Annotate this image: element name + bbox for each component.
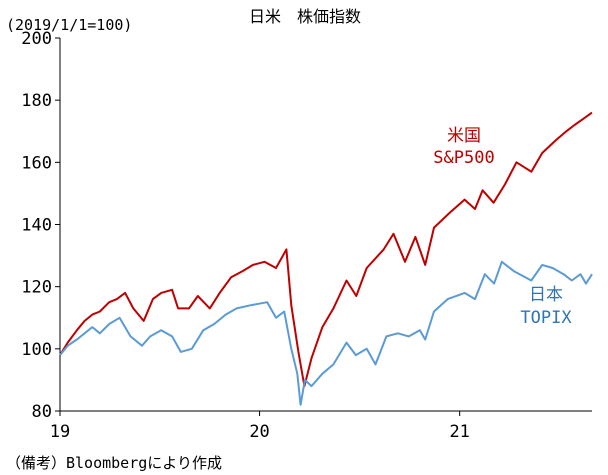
series-label-jp-line2: TOPIX [520, 308, 572, 328]
y-axis: 80 100 120 140 160 180 200 [21, 29, 61, 422]
x-tick-label: 21 [449, 422, 469, 442]
series-line-topix [59, 260, 593, 406]
source-note: （備考）Bloombergにより作成 [6, 454, 222, 472]
x-tick-label: 19 [50, 422, 70, 442]
series-lines [59, 111, 593, 406]
series-line-sp500 [59, 111, 593, 388]
series-label-jp-line1: 日本 [529, 285, 563, 305]
y-tick-label: 160 [21, 153, 52, 173]
y-tick-label: 200 [21, 29, 52, 49]
unit-label: (2019/1/1=100) [6, 16, 132, 34]
x-axis: 19 20 21 [50, 410, 592, 442]
series-label-us-line2: S&P500 [433, 148, 494, 168]
y-tick-label: 180 [21, 91, 52, 111]
legend-sp500: 米国 S&P500 [433, 126, 494, 168]
y-tick-label: 80 [32, 402, 52, 422]
legend-topix: 日本 TOPIX [520, 285, 572, 328]
y-tick-label: 120 [21, 278, 52, 298]
chart-title: 日米 株価指数 [249, 7, 361, 26]
y-tick-label: 140 [21, 216, 52, 236]
series-label-us-line1: 米国 [447, 126, 481, 146]
x-tick-label: 20 [249, 422, 269, 442]
y-tick-label: 100 [21, 340, 52, 360]
